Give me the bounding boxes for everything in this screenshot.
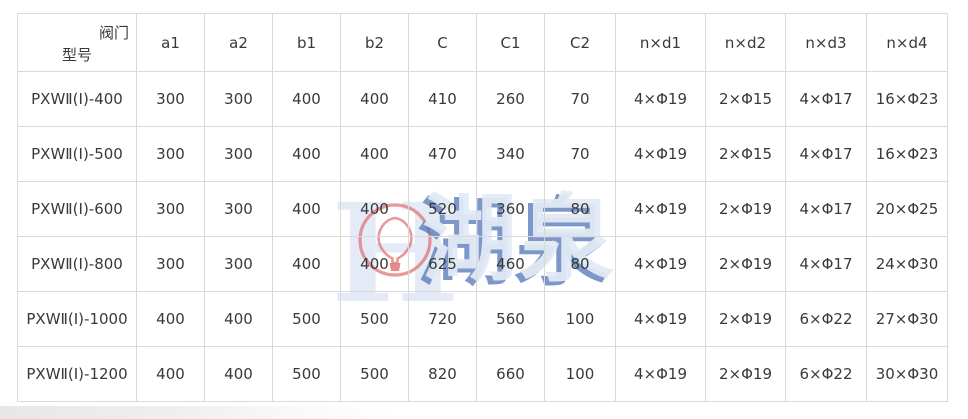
value-cell: 500 [272,346,341,402]
value-cell: 4×Φ19 [615,291,706,347]
column-header-a1: a1 [136,13,205,72]
header-corner-cell: 阀门 型号 [17,13,137,72]
model-cell: PXWⅡ(Ⅰ)-1200 [17,346,137,402]
value-cell: 300 [136,126,205,182]
value-cell: 500 [340,291,409,347]
value-cell: 400 [136,346,205,402]
column-header-C: C [408,13,477,72]
value-cell: 400 [340,236,409,292]
value-cell: 4×Φ19 [615,236,706,292]
table-row: PXWⅡ(Ⅰ)-1000 400 400 500 500 720 560 100 4×Φ19 2×… [17,291,948,347]
column-header-C1: C1 [476,13,545,72]
value-cell: 30×Φ30 [866,346,948,402]
value-cell: 100 [544,346,616,402]
column-header-n×d4: n×d4 [866,13,948,72]
valve-spec-table: 阀门 型号 a1 a2 b1 b2 C C1 C2 n×d1 n×d2 n×d3 n×d4 PXWⅡ… [17,13,948,402]
value-cell: 4×Φ17 [785,126,867,182]
value-cell: 400 [136,291,205,347]
value-cell: 625 [408,236,477,292]
value-cell: 2×Φ19 [705,291,786,347]
value-cell: 400 [204,346,273,402]
table-row: PXWⅡ(Ⅰ)-800 300 300 400 400 625 460 80 4×Φ19 2×Φ1… [17,236,948,292]
column-header-a2: a2 [204,13,273,72]
table-row: PXWⅡ(Ⅰ)-1200 400 400 500 500 820 660 100 4×Φ19 2×… [17,346,948,402]
value-cell: 400 [272,236,341,292]
column-header-C2: C2 [544,13,616,72]
value-cell: 4×Φ19 [615,71,706,127]
value-cell: 4×Φ19 [615,181,706,237]
header-row: 阀门 型号 a1 a2 b1 b2 C C1 C2 n×d1 n×d2 n×d3 n×d4 [17,13,948,72]
value-cell: 500 [340,346,409,402]
value-cell: 400 [272,71,341,127]
model-cell: PXWⅡ(Ⅰ)-500 [17,126,137,182]
model-cell: PXWⅡ(Ⅰ)-400 [17,71,137,127]
value-cell: 520 [408,181,477,237]
value-cell: 70 [544,71,616,127]
value-cell: 4×Φ17 [785,71,867,127]
value-cell: 360 [476,181,545,237]
value-cell: 2×Φ15 [705,71,786,127]
column-header-n×d3: n×d3 [785,13,867,72]
value-cell: 500 [272,291,341,347]
value-cell: 400 [272,181,341,237]
value-cell: 300 [204,236,273,292]
table-row: PXWⅡ(Ⅰ)-500 300 300 400 400 470 340 70 4×Φ19 2×Φ1… [17,126,948,182]
value-cell: 300 [136,71,205,127]
value-cell: 4×Φ17 [785,181,867,237]
value-cell: 300 [204,71,273,127]
column-header-n×d2: n×d2 [705,13,786,72]
value-cell: 70 [544,126,616,182]
value-cell: 80 [544,236,616,292]
value-cell: 300 [204,181,273,237]
value-cell: 660 [476,346,545,402]
value-cell: 4×Φ19 [615,126,706,182]
model-cell: PXWⅡ(Ⅰ)-1000 [17,291,137,347]
value-cell: 400 [340,181,409,237]
value-cell: 720 [408,291,477,347]
value-cell: 2×Φ19 [705,236,786,292]
bottom-shade [0,406,400,419]
value-cell: 470 [408,126,477,182]
value-cell: 560 [476,291,545,347]
header-corner-top-label: 阀门 [98,24,129,42]
header-corner-bottom-label: 型号 [61,46,92,64]
value-cell: 16×Φ23 [866,126,948,182]
value-cell: 820 [408,346,477,402]
value-cell: 2×Φ19 [705,181,786,237]
value-cell: 400 [204,291,273,347]
value-cell: 2×Φ19 [705,346,786,402]
column-header-b1: b1 [272,13,341,72]
value-cell: 20×Φ25 [866,181,948,237]
value-cell: 16×Φ23 [866,71,948,127]
value-cell: 400 [340,71,409,127]
value-cell: 4×Φ19 [615,346,706,402]
value-cell: 300 [136,236,205,292]
value-cell: 6×Φ22 [785,291,867,347]
table-row: PXWⅡ(Ⅰ)-600 300 300 400 400 520 360 80 4×Φ19 2×Φ1… [17,181,948,237]
value-cell: 260 [476,71,545,127]
value-cell: 24×Φ30 [866,236,948,292]
value-cell: 4×Φ17 [785,236,867,292]
value-cell: 300 [136,181,205,237]
column-header-n×d1: n×d1 [615,13,706,72]
table-row: PXWⅡ(Ⅰ)-400 300 300 400 400 410 260 70 4×Φ19 2×Φ1… [17,71,948,127]
value-cell: 27×Φ30 [866,291,948,347]
value-cell: 6×Φ22 [785,346,867,402]
value-cell: 300 [204,126,273,182]
model-cell: PXWⅡ(Ⅰ)-600 [17,181,137,237]
value-cell: 410 [408,71,477,127]
value-cell: 100 [544,291,616,347]
value-cell: 400 [272,126,341,182]
value-cell: 400 [340,126,409,182]
column-header-b2: b2 [340,13,409,72]
value-cell: 340 [476,126,545,182]
value-cell: 2×Φ15 [705,126,786,182]
value-cell: 460 [476,236,545,292]
value-cell: 80 [544,181,616,237]
model-cell: PXWⅡ(Ⅰ)-800 [17,236,137,292]
